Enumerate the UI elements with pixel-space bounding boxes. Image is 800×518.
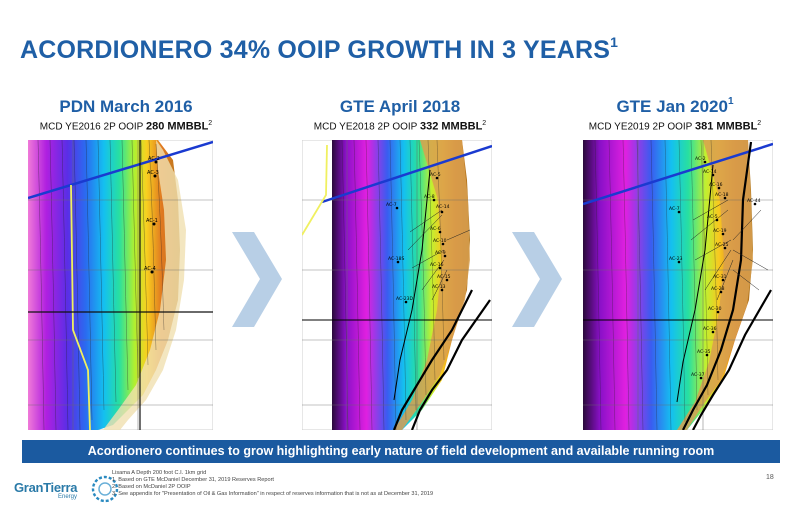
well-label: AC-1	[146, 218, 158, 224]
summary-banner: Acordionero continues to grow highlighti…	[22, 440, 780, 463]
well-label: AC-16	[430, 262, 444, 268]
well-label: AC-16	[709, 182, 723, 188]
well-label: AC-18	[715, 192, 729, 198]
panel-ooip-3: MCD YE2019 2P OOIP 381 MMBBL2	[588, 120, 762, 133]
panel-header-1: PDN March 2016 MCD YE2016 2P OOIP 280 MM…	[16, 97, 236, 132]
well-label: AC-2	[695, 156, 706, 162]
map-pdn-2016: AC-2 AC-3 AC-1 AC-4	[28, 140, 213, 430]
well-label: AC-30	[708, 306, 722, 312]
map-gte-2018: AC-7 AC-5 AC-8 AC-14 AC-6 AC-10 AC-9 AC-…	[302, 140, 492, 430]
well-label: AC-36	[703, 326, 717, 332]
well-label: AC-28	[711, 286, 725, 292]
well-label: AC-14	[436, 204, 450, 210]
panel-title-1: PDN March 2016	[59, 97, 193, 116]
well-label: AC-10	[433, 238, 447, 244]
well-label: AC-3	[147, 170, 159, 176]
panel-title-2: GTE April 2018	[339, 97, 461, 116]
well-label: AC-13	[432, 284, 446, 290]
well-label: AC-25	[715, 242, 729, 248]
chevron-right-icon	[232, 232, 282, 327]
logo-sub: Energy	[58, 494, 78, 500]
well-label: AC-31	[713, 274, 727, 280]
well-label: AC-44	[747, 198, 761, 204]
well-label: AC-5	[430, 172, 441, 178]
well-label: AC-6	[430, 226, 441, 232]
panel-header-3: GTE Jan 20201 MCD YE2019 2P OOIP 381 MMB…	[565, 96, 785, 133]
well-label: AC-14	[703, 169, 717, 175]
well-label: AC-23	[669, 256, 683, 262]
page-number: 18	[766, 474, 774, 481]
well-label: AC-7	[669, 206, 680, 212]
logo-name: GranTierra	[14, 480, 78, 495]
grantierra-logo: GranTierra Energy	[14, 470, 124, 510]
well-label: AC-8	[424, 194, 435, 200]
slide-title: ACORDIONERO 34% OOIP GROWTH IN 3 YEARS1	[20, 34, 619, 65]
well-label: AC-35	[697, 349, 711, 355]
well-label: AC-5	[707, 214, 718, 220]
well-label: AC-2	[148, 156, 160, 162]
slide-title-text: ACORDIONERO 34% OOIP GROWTH IN 3 YEARS	[20, 36, 611, 64]
well-label: AC-15	[437, 274, 451, 280]
globe-icon	[91, 475, 119, 503]
panel-title-3: GTE Jan 20201	[616, 96, 734, 116]
well-label: AC-4	[144, 266, 156, 272]
panel-ooip-2: MCD YE2018 2P OOIP 332 MMBBL2	[313, 120, 487, 133]
footnote-1: 1. Based on GTE McDaniel December 31, 20…	[112, 477, 274, 483]
footnote-2: 2. Based on McDaniel 2P OOIP	[112, 484, 191, 490]
well-label: AC-23D	[396, 296, 413, 302]
chevron-right-icon	[512, 232, 562, 327]
well-label: AC-18S	[388, 256, 404, 262]
well-label: AC-7	[386, 202, 397, 208]
footnote-3: 3. See appendix for "Presentation of Oil…	[112, 491, 434, 497]
slide-title-footnote: 1	[610, 34, 619, 50]
well-label: AC-37	[691, 372, 705, 378]
map-gte-2020: AC-2 AC-14 AC-16 AC-18 AC-7 AC-44 AC-5 A…	[583, 140, 773, 430]
well-label: AC-9	[435, 250, 446, 256]
panel-header-2: GTE April 2018 MCD YE2018 2P OOIP 332 MM…	[290, 97, 510, 132]
well-label: AC-19	[713, 228, 727, 234]
footnote-0: Lisama A Depth 200 foot C.I. 1km grid	[112, 470, 207, 476]
panel-ooip-1: MCD YE2016 2P OOIP 280 MMBBL2	[39, 120, 213, 133]
